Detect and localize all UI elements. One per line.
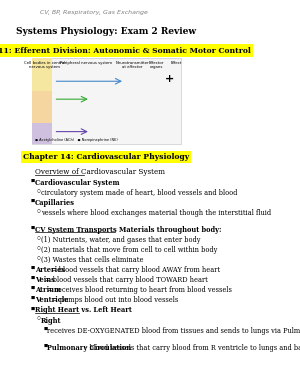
FancyBboxPatch shape: [32, 58, 52, 91]
Text: ○: ○: [37, 209, 41, 213]
Text: Chapter 11: Efferent Division: Autonomic & Somatic Motor Control: Chapter 11: Efferent Division: Autonomic…: [0, 47, 251, 55]
Text: Cell bodies in central
nervous system: Cell bodies in central nervous system: [23, 61, 65, 69]
Text: CV System Transports Materials throughout body:: CV System Transports Materials throughou…: [35, 226, 221, 234]
Text: circulatory system made of heart, blood vessels and blood: circulatory system made of heart, blood …: [41, 189, 238, 197]
Text: ■: ■: [31, 286, 35, 290]
Text: ○: ○: [37, 256, 41, 260]
Text: (3) Wastes that cells eliminate: (3) Wastes that cells eliminate: [41, 256, 144, 264]
Text: Systems Physiology: Exam 2 Review: Systems Physiology: Exam 2 Review: [16, 27, 196, 36]
Text: Peripheral nervous system: Peripheral nervous system: [60, 61, 112, 65]
Text: Right: Right: [41, 317, 61, 325]
Text: ■: ■: [31, 296, 35, 300]
Text: Neurotransmitter
at effector: Neurotransmitter at effector: [116, 61, 149, 69]
Text: = pumps blood out into blood vessels: = pumps blood out into blood vessels: [50, 296, 178, 305]
Text: = blood vessels that carry blood AWAY from heart: = blood vessels that carry blood AWAY fr…: [49, 266, 220, 274]
Text: ■: ■: [31, 307, 35, 310]
Text: Atrium: Atrium: [35, 286, 61, 294]
Text: Veins: Veins: [35, 276, 55, 284]
Text: Arteries: Arteries: [35, 266, 65, 274]
Text: ■: ■: [43, 344, 47, 348]
Text: receives DE-OXYGENATED blood from tissues and sends to lungs via Pulmonary Arter: receives DE-OXYGENATED blood from tissue…: [47, 327, 300, 335]
Text: Effect: Effect: [170, 61, 182, 65]
Text: ○: ○: [37, 246, 41, 250]
Text: Right Heart vs. Left Heart: Right Heart vs. Left Heart: [35, 307, 132, 315]
Text: ■: ■: [31, 226, 35, 230]
Text: ○: ○: [37, 317, 41, 320]
Text: ● Acetylcholine (ACh)   ● Norepinephrine (NE): ● Acetylcholine (ACh) ● Norepinephrine (…: [35, 138, 118, 142]
Text: (1) Nutrients, water, and gases that enter body: (1) Nutrients, water, and gases that ent…: [41, 236, 201, 244]
Text: CV, BP, Respiratory, Gas Exchange: CV, BP, Respiratory, Gas Exchange: [40, 10, 147, 15]
Text: ■: ■: [43, 327, 47, 331]
Text: vessels where blood exchanges material though the interstitial fluid: vessels where blood exchanges material t…: [41, 209, 271, 217]
Text: ■: ■: [31, 179, 35, 183]
Text: (2) materials that move from cell to cell within body: (2) materials that move from cell to cel…: [41, 246, 217, 254]
Text: Cardiovascular System: Cardiovascular System: [35, 179, 119, 187]
Text: Pulmonary Circulation: Pulmonary Circulation: [47, 344, 132, 352]
Text: Capillaries: Capillaries: [35, 199, 75, 207]
Text: - blood vessels that carry blood from R ventricle to lungs and back to L atrium: - blood vessels that carry blood from R …: [83, 344, 300, 352]
Text: Chapter 14: Cardiovascular Physiology: Chapter 14: Cardiovascular Physiology: [23, 153, 189, 161]
Text: = blood vessels that carry blood TOWARD heart: = blood vessels that carry blood TOWARD …: [44, 276, 208, 284]
Text: +: +: [165, 74, 175, 84]
Text: ■: ■: [31, 199, 35, 203]
Text: ■: ■: [31, 266, 35, 270]
FancyBboxPatch shape: [32, 91, 52, 123]
Text: = receives blood returning to heart from blood vessels: = receives blood returning to heart from…: [45, 286, 232, 294]
FancyBboxPatch shape: [32, 123, 52, 144]
Text: ○: ○: [37, 236, 41, 240]
Text: ■: ■: [31, 276, 35, 280]
Text: Effector
organs: Effector organs: [148, 61, 164, 69]
Text: Overview of Cardiovascular System: Overview of Cardiovascular System: [35, 168, 165, 176]
Text: Ventricle: Ventricle: [35, 296, 68, 305]
FancyBboxPatch shape: [32, 58, 181, 144]
Text: ○: ○: [37, 189, 41, 193]
